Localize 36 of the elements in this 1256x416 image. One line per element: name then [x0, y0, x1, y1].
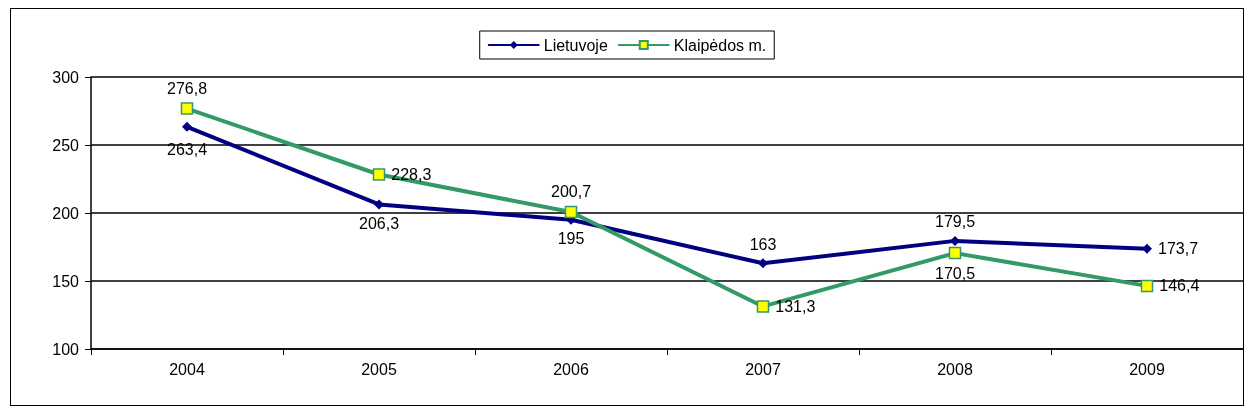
x-tick-label: 2008 — [937, 360, 973, 378]
data-label: 173,7 — [1158, 240, 1199, 258]
point — [374, 199, 384, 210]
x-tick-label: 2006 — [553, 360, 589, 378]
point — [756, 300, 770, 313]
point — [1142, 243, 1152, 254]
legend-label: Klaipėdos m. — [673, 36, 767, 54]
data-label: 195 — [557, 230, 585, 248]
point — [758, 258, 768, 269]
y-tick-label: 100 — [52, 340, 80, 358]
y-tick-label: 300 — [52, 68, 80, 86]
y-tick-label: 200 — [52, 204, 80, 222]
y-tick-label: 250 — [52, 136, 80, 154]
x-tick-label: 2005 — [361, 360, 397, 378]
x-tick-label: 2007 — [745, 360, 781, 378]
data-label: 170,5 — [934, 264, 976, 282]
point — [1140, 279, 1154, 293]
x-tick-label: 2009 — [1129, 360, 1165, 378]
legend-label: Lietuvoje — [543, 36, 608, 54]
point — [564, 205, 578, 219]
point — [950, 235, 960, 246]
data-label: 131,3 — [775, 297, 816, 315]
y-tick-label: 150 — [52, 272, 80, 290]
data-label: 146,4 — [1159, 277, 1200, 295]
data-label: 200,7 — [550, 183, 592, 201]
x-tick-label: 2004 — [169, 360, 205, 378]
data-label: 276,8 — [166, 79, 208, 97]
data-label: 228,3 — [391, 166, 432, 184]
point — [182, 121, 192, 132]
data-label: 179,5 — [934, 213, 976, 231]
point — [948, 246, 962, 260]
data-label: 263,4 — [166, 141, 208, 159]
point — [372, 168, 386, 181]
data-label: 163 — [749, 235, 777, 253]
point — [180, 102, 194, 115]
data-label: 206,3 — [358, 214, 400, 232]
